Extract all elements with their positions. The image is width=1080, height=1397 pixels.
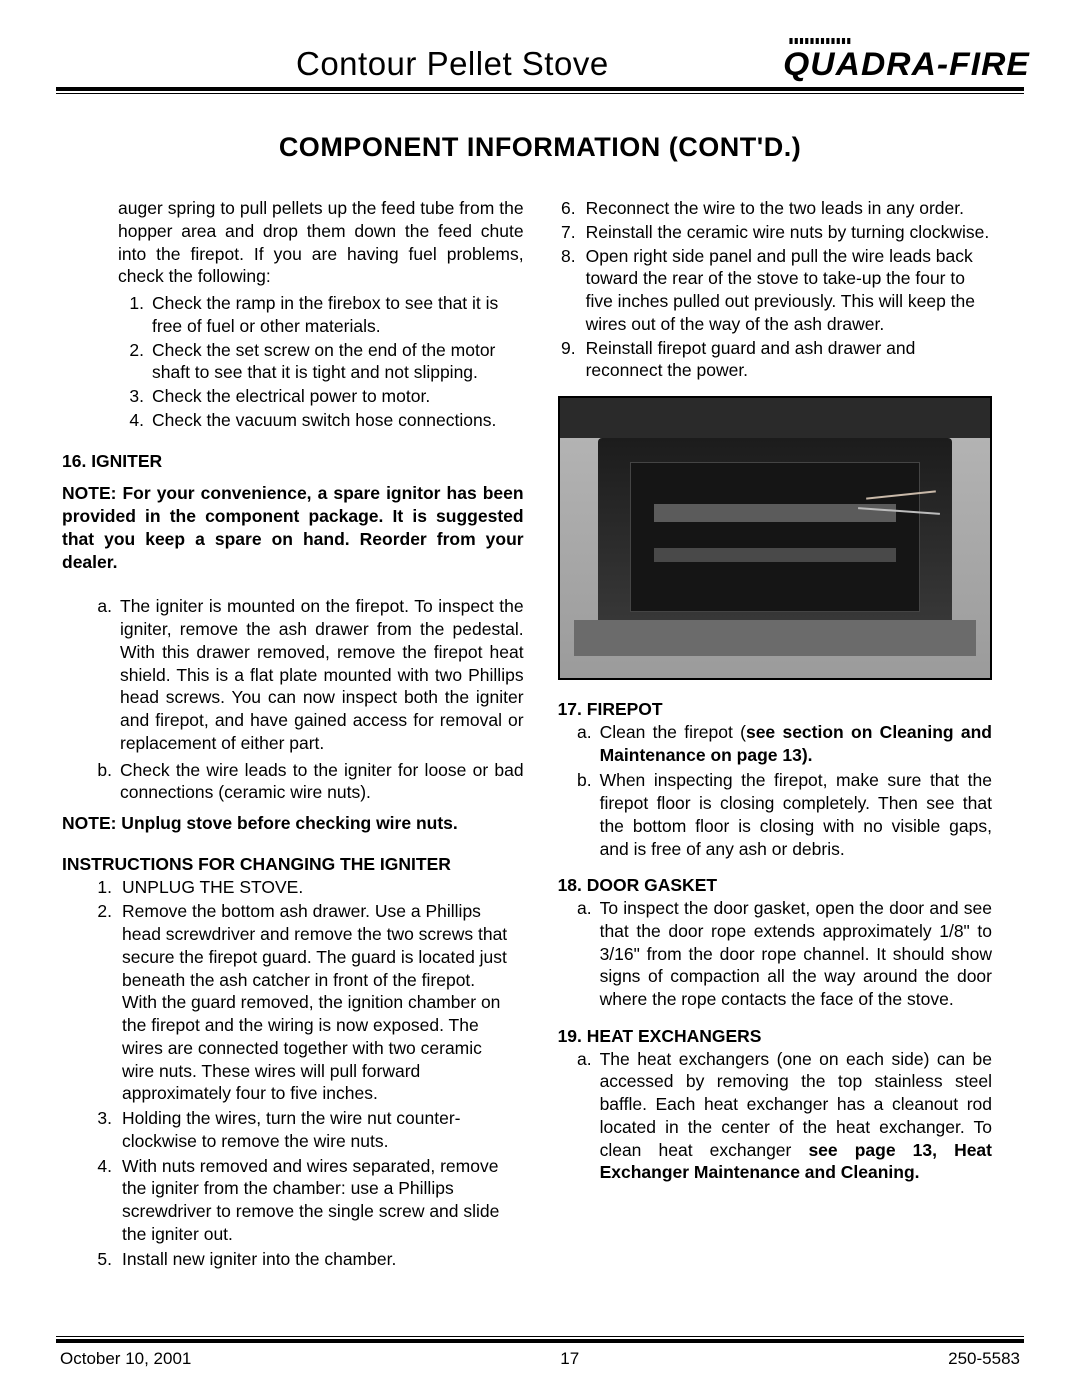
- intro-para: auger spring to pull pellets up the feed…: [118, 197, 524, 288]
- sec18-heading: 18. DOOR GASKET: [558, 874, 992, 897]
- instr-step: Install new igniter into the chamber.: [122, 1248, 524, 1271]
- right-step: Reconnect the wire to the two leads in a…: [586, 197, 992, 220]
- sec19-list: a. The heat exchangers (one on each side…: [558, 1048, 992, 1185]
- firepot-photo: [558, 396, 992, 680]
- right-step: Open right side panel and pull the wire …: [586, 245, 992, 336]
- sec19-a: The heat exchangers (one on each side) c…: [600, 1048, 992, 1185]
- check-list: 1.Check the ramp in the firebox to see t…: [118, 292, 524, 432]
- header: Contour Pellet Stove QUADRA-FIRE: [56, 40, 1024, 83]
- sec17-heading: 17. FIREPOT: [558, 698, 992, 721]
- footer-date: October 10, 2001: [60, 1349, 191, 1369]
- instr-step: Holding the wires, turn the wire nut cou…: [122, 1107, 524, 1153]
- right-step: Reinstall firepot guard and ash drawer a…: [586, 337, 992, 383]
- sec17-a: Clean the firepot (see section on Cleani…: [600, 721, 992, 767]
- brand-logo: QUADRA-FIRE: [783, 40, 1030, 83]
- left-column: auger spring to pull pellets up the feed…: [62, 197, 524, 1272]
- footer: October 10, 2001 17 250-5583: [56, 1334, 1024, 1369]
- footer-page: 17: [560, 1349, 579, 1369]
- content-columns: auger spring to pull pellets up the feed…: [56, 197, 1024, 1272]
- header-rule: [56, 87, 1024, 94]
- brand-dots: [789, 38, 915, 44]
- brand-text: QUADRA-FIRE: [783, 46, 1030, 82]
- right-step: Reinstall the ceramic wire nuts by turni…: [586, 221, 992, 244]
- right-steps: 6.Reconnect the wire to the two leads in…: [558, 197, 992, 382]
- footer-docnum: 250-5583: [948, 1349, 1020, 1369]
- sec17-list: a. Clean the firepot (see section on Cle…: [558, 721, 992, 861]
- sec16-alpha-list: a.The igniter is mounted on the firepot.…: [90, 595, 524, 804]
- instr-heading: INSTRUCTIONS FOR CHANGING THE IGNITER: [62, 853, 524, 876]
- sec18-a: To inspect the door gasket, open the doo…: [600, 897, 992, 1011]
- sec18-list: a.To inspect the door gasket, open the d…: [558, 897, 992, 1011]
- sec19-heading: 19. HEAT EXCHANGERS: [558, 1025, 992, 1048]
- right-column: 6.Reconnect the wire to the two leads in…: [558, 197, 1018, 1272]
- section-title: COMPONENT INFORMATION (CONT'D.): [56, 132, 1024, 163]
- sec16-item: The igniter is mounted on the firepot. T…: [120, 595, 524, 754]
- instr-steps: 1.UNPLUG THE STOVE. 2.Remove the bottom …: [90, 876, 524, 1271]
- sec16-note2: NOTE: Unplug stove before checking wire …: [62, 812, 524, 835]
- sec16-item: Check the wire leads to the igniter for …: [120, 759, 524, 805]
- check-item: Check the electrical power to motor.: [152, 385, 524, 408]
- product-title: Contour Pellet Stove: [296, 45, 609, 83]
- instr-step: Remove the bottom ash drawer. Use a Phil…: [122, 900, 524, 1105]
- instr-step: UNPLUG THE STOVE.: [122, 876, 524, 899]
- check-item: Check the vacuum switch hose connections…: [152, 409, 524, 432]
- check-item: Check the ramp in the firebox to see tha…: [152, 292, 524, 338]
- sec16-note: NOTE: For your convenience, a spare igni…: [62, 482, 524, 573]
- sec16-heading: 16. IGNITER: [62, 450, 524, 473]
- sec17-b: When inspecting the firepot, make sure t…: [600, 769, 992, 860]
- instr-step: With nuts removed and wires separated, r…: [122, 1155, 524, 1246]
- check-item: Check the set screw on the end of the mo…: [152, 339, 524, 385]
